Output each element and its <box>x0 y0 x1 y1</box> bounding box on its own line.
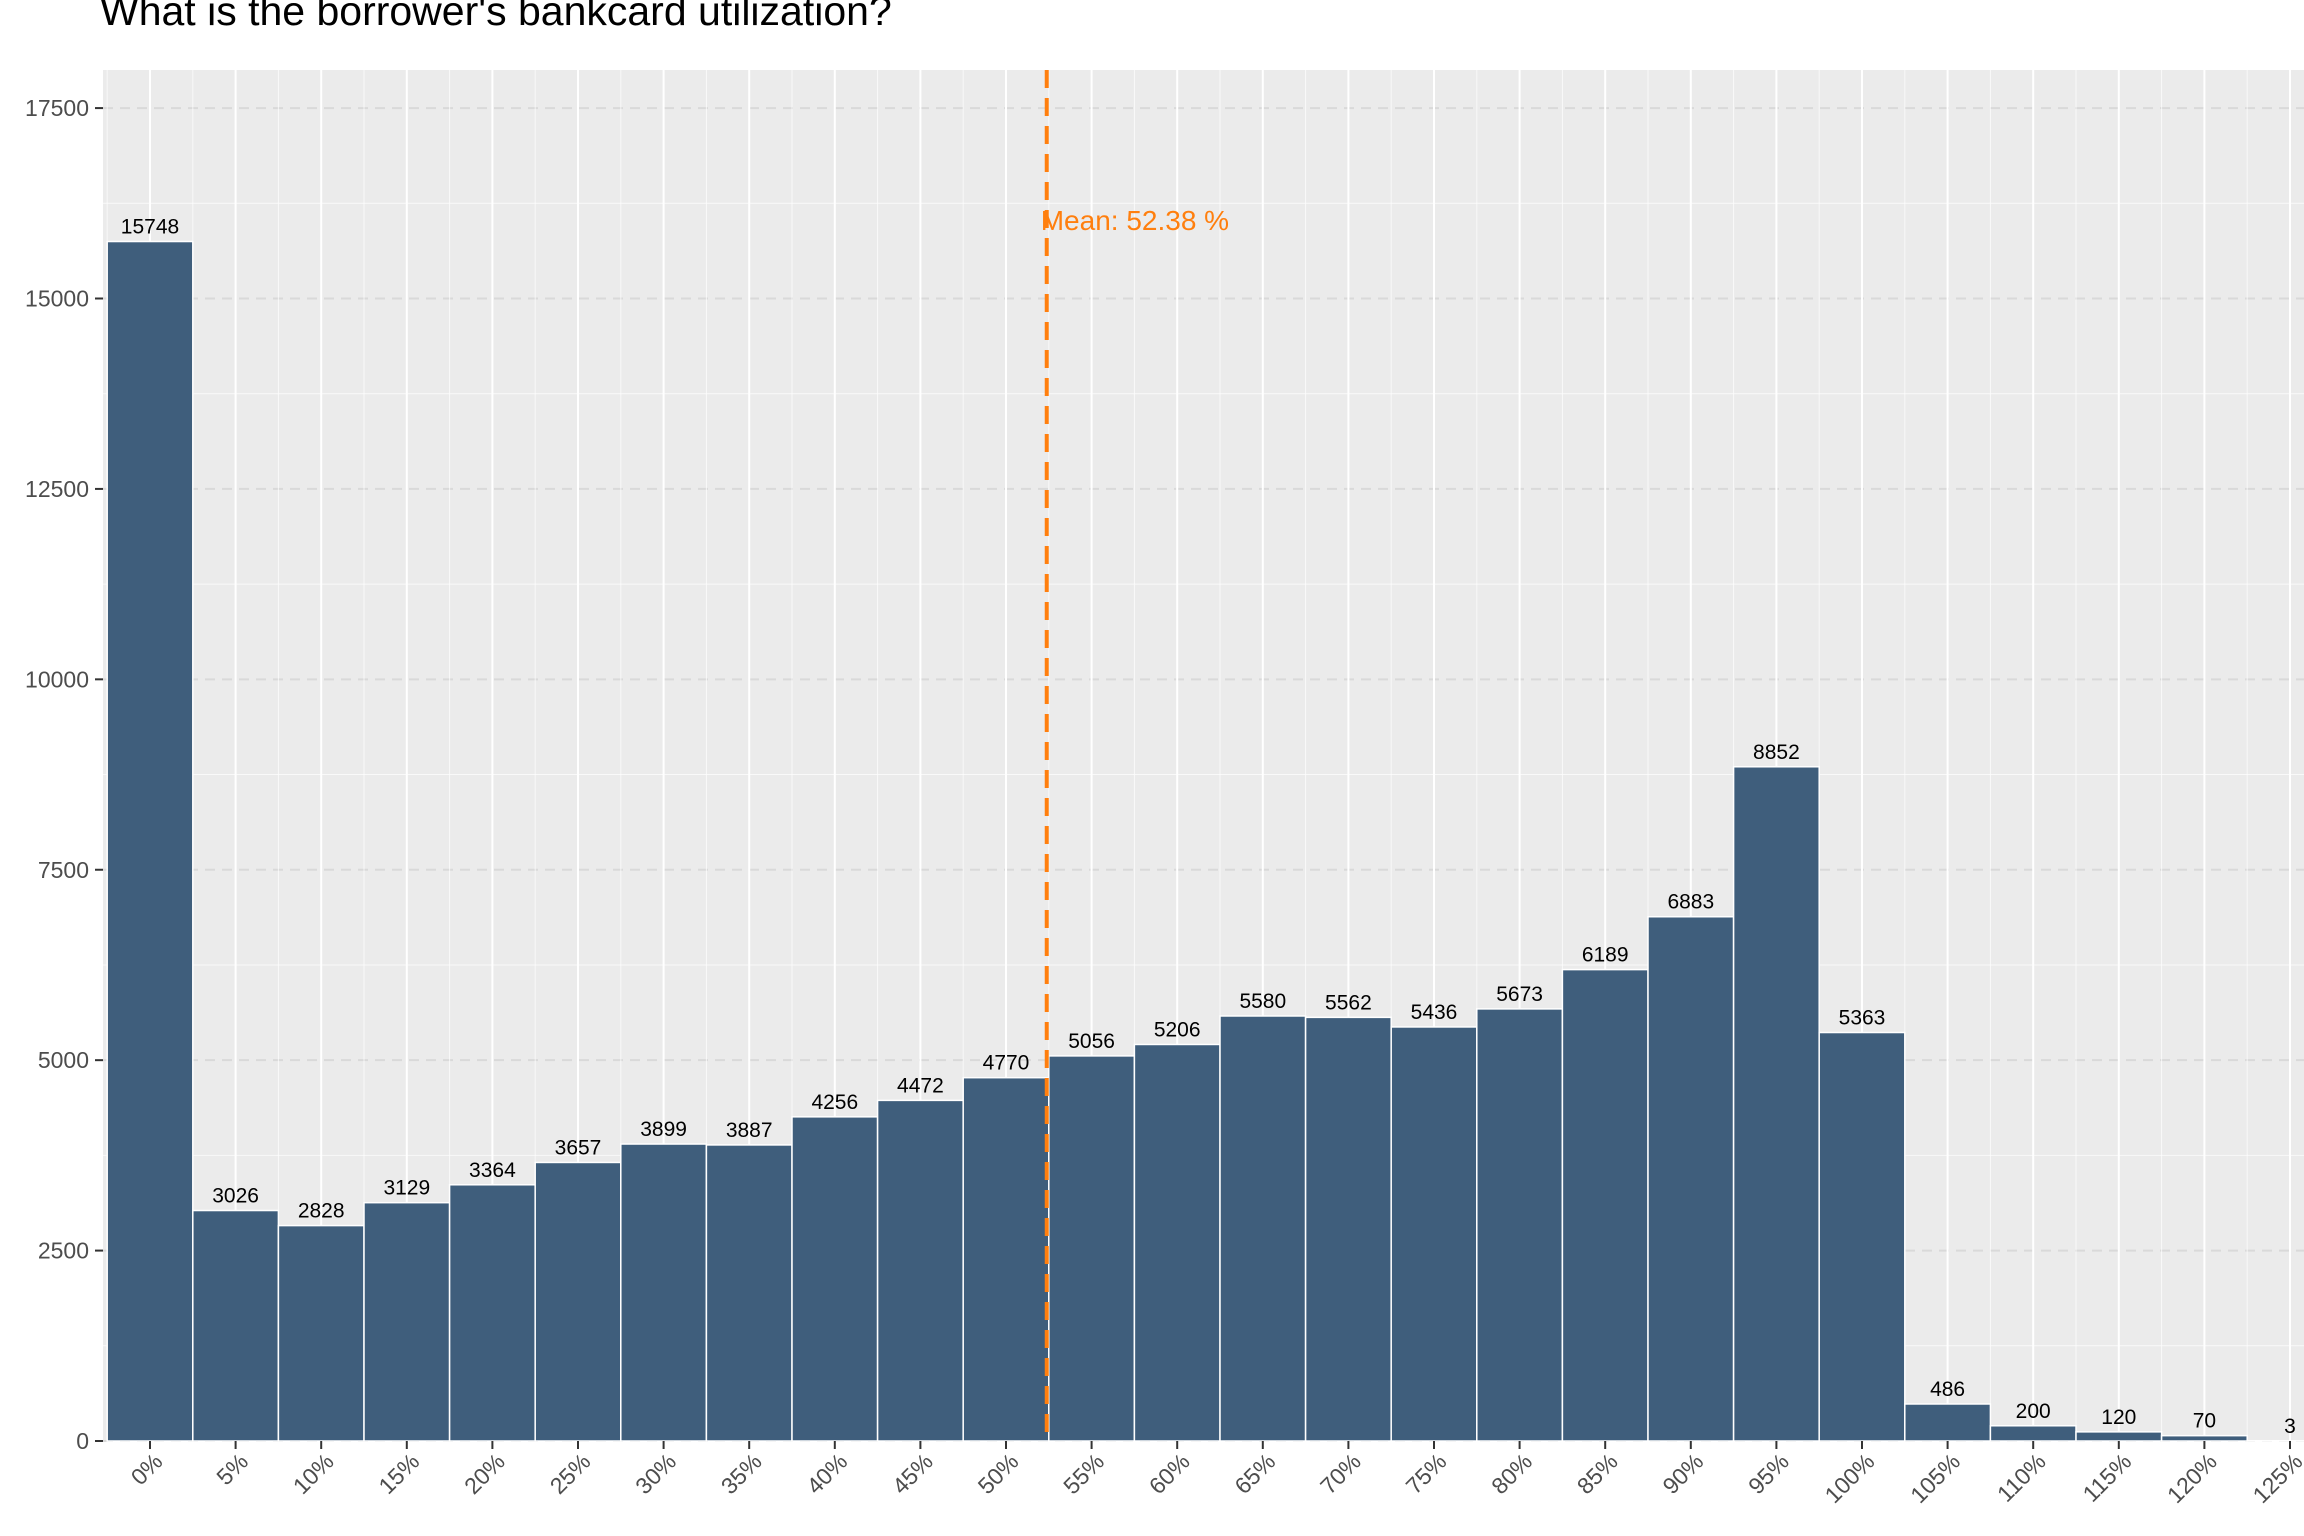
x-tick-label: 110% <box>1992 1448 2051 1507</box>
x-tick-label: 105% <box>1905 1448 1965 1508</box>
x-tick-label: 25% <box>545 1448 596 1499</box>
bar-value-label: 2828 <box>298 1200 345 1223</box>
bar-value-label: 6189 <box>1582 944 1629 967</box>
x-tick-label: 0% <box>126 1448 168 1490</box>
bar <box>277 1224 365 1442</box>
bar <box>363 1201 451 1442</box>
y-tick-label: 7500 <box>38 857 89 883</box>
data-labels: 15748 3026 2828 3129 3364 3657 3899 3887 4256 447… <box>121 216 2296 1438</box>
x-tick-label: 70% <box>1315 1448 1366 1499</box>
bar-value-label: 5673 <box>1496 983 1543 1006</box>
x-tick-label: 45% <box>887 1448 938 1499</box>
x-tick-label: 60% <box>1144 1448 1195 1499</box>
y-axis: 0 2500 5000 7500 10000 12500 15000 17500 <box>25 95 103 1454</box>
x-tick-label: 20% <box>459 1448 510 1499</box>
bar <box>1561 968 1649 1442</box>
bar <box>534 1161 622 1442</box>
bar <box>1818 1031 1906 1442</box>
x-tick-label: 50% <box>973 1448 1024 1499</box>
bar-value-label: 3 <box>2284 1415 2296 1438</box>
y-tick-label: 17500 <box>25 95 89 121</box>
bar-value-label: 15748 <box>121 216 179 239</box>
bar <box>192 1209 280 1442</box>
bar-value-label: 5436 <box>1411 1001 1458 1024</box>
bar-value-label: 4256 <box>811 1091 858 1114</box>
x-tick-label: 5% <box>211 1448 253 1490</box>
bar <box>1904 1403 1992 1442</box>
bar-value-label: 3899 <box>640 1118 687 1141</box>
bar-value-label: 4472 <box>897 1074 944 1097</box>
bar <box>1304 1016 1392 1442</box>
bar-value-label: 486 <box>1930 1378 1965 1401</box>
y-tick-label: 0 <box>76 1428 89 1454</box>
bar <box>1476 1008 1564 1442</box>
bar <box>1989 1425 2077 1442</box>
bar <box>2160 1434 2248 1442</box>
bar-value-label: 8852 <box>1753 741 1800 764</box>
bar <box>1133 1043 1221 1442</box>
bar <box>2075 1431 2163 1442</box>
bar-value-label: 200 <box>2016 1400 2051 1423</box>
chart-title: What is the borrower's bankcard utilizat… <box>100 0 892 34</box>
bar-value-label: 120 <box>2101 1406 2136 1429</box>
y-tick-label: 12500 <box>25 476 89 502</box>
bar <box>1732 766 1820 1442</box>
bar-value-label: 70 <box>2193 1410 2216 1433</box>
mean-label: Mean: 52.38 % <box>1041 205 1229 236</box>
bar-value-label: 3887 <box>726 1119 773 1142</box>
bar-value-label: 3129 <box>383 1177 430 1200</box>
bar-value-label: 4770 <box>983 1052 1030 1075</box>
x-tick-label: 120% <box>2162 1448 2222 1508</box>
bar <box>106 240 194 1442</box>
x-tick-label: 35% <box>716 1448 767 1499</box>
bars <box>106 240 2304 1442</box>
bar-value-label: 3026 <box>212 1185 259 1208</box>
bar-value-label: 5206 <box>1154 1018 1201 1041</box>
x-tick-label: 100% <box>1820 1448 1880 1508</box>
bar-value-label: 5363 <box>1839 1007 1886 1030</box>
bar-value-label: 3657 <box>555 1136 602 1159</box>
y-tick-label: 5000 <box>38 1047 89 1073</box>
bar <box>1647 915 1735 1442</box>
x-tick-label: 80% <box>1486 1448 1537 1499</box>
bar <box>962 1076 1050 1442</box>
x-axis: 0% 5% 10% 15% 20% 25% 30% 35% 40% 45% 50% 55% 60% 65%… <box>126 1441 2304 1508</box>
bar <box>791 1116 879 1442</box>
bar-value-label: 5562 <box>1325 991 1372 1014</box>
x-tick-label: 30% <box>630 1448 681 1499</box>
bar <box>876 1099 964 1442</box>
x-tick-label: 75% <box>1401 1448 1452 1499</box>
bar-value-label: 5056 <box>1068 1030 1115 1053</box>
bar <box>705 1144 793 1442</box>
bar <box>620 1143 708 1442</box>
y-tick-label: 10000 <box>25 666 89 692</box>
bar <box>1219 1015 1307 1442</box>
bar <box>1048 1055 1136 1442</box>
bar <box>448 1184 536 1442</box>
x-tick-label: 15% <box>373 1448 424 1499</box>
bar <box>1390 1026 1478 1442</box>
x-tick-label: 55% <box>1058 1448 1109 1499</box>
bar-value-label: 6883 <box>1667 891 1714 914</box>
bar-value-label: 5580 <box>1239 990 1286 1013</box>
bar-value-label: 3364 <box>469 1159 516 1182</box>
x-tick-label: 65% <box>1229 1448 1280 1499</box>
x-tick-label: 95% <box>1743 1448 1794 1499</box>
x-tick-label: 10% <box>288 1448 339 1499</box>
x-tick-label: 90% <box>1657 1448 1708 1499</box>
y-tick-label: 15000 <box>25 286 89 312</box>
x-tick-label: 115% <box>2078 1448 2137 1507</box>
x-tick-label: 40% <box>801 1448 852 1499</box>
x-tick-label: 125% <box>2248 1448 2304 1508</box>
x-tick-label: 85% <box>1572 1448 1623 1499</box>
y-tick-label: 2500 <box>38 1238 89 1264</box>
